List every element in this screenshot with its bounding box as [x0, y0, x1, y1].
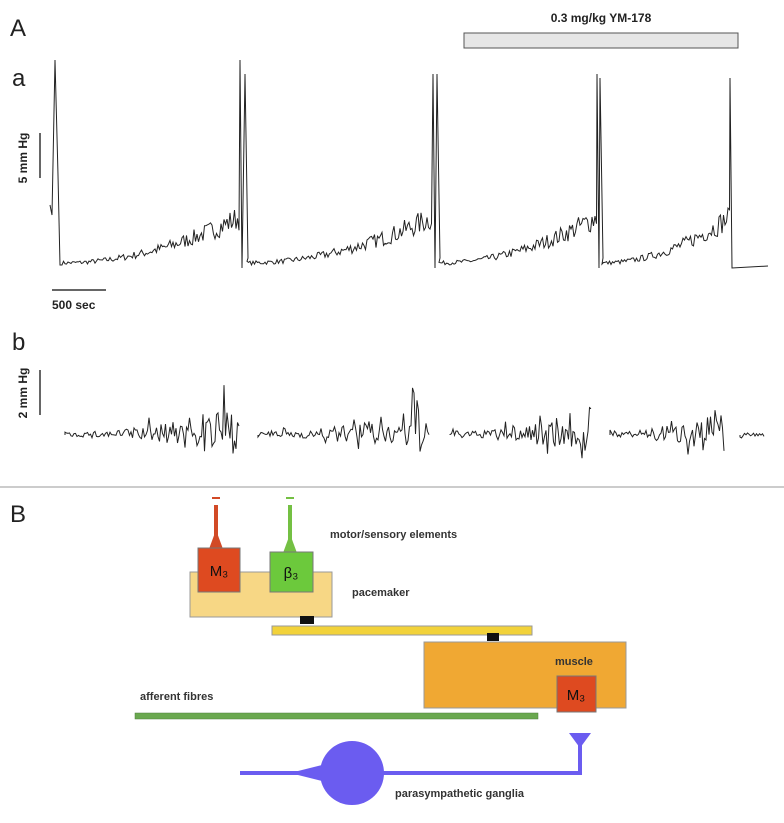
- afferent-label: afferent fibres: [140, 691, 213, 703]
- axon-taper: [290, 765, 322, 781]
- x-scale-label: 500 sec: [52, 298, 96, 312]
- ganglia-label: parasympathetic ganglia: [395, 788, 525, 800]
- subpanel-label: b: [12, 329, 25, 356]
- panel-label: A: [10, 15, 26, 42]
- m3-receptor: [556, 675, 597, 713]
- m3-label: M₃: [210, 563, 229, 580]
- m3-receptor: [197, 547, 241, 593]
- subpanel-label: a: [12, 65, 26, 92]
- axon-terminal: [569, 733, 591, 748]
- motor-sensory-label: motor/sensory elements: [330, 529, 457, 541]
- y-scale-label: 5 mm Hg: [16, 133, 30, 184]
- treatment-bar: [463, 32, 739, 49]
- beta3-label: β₃: [284, 565, 299, 582]
- treatment-label: 0.3 mg/kg YM-178: [551, 11, 652, 25]
- beta3-receptor: [269, 551, 314, 593]
- y-scale-label: 2 mm Hg: [16, 368, 30, 419]
- trace-b: [64, 385, 240, 454]
- trace-b: [609, 410, 725, 455]
- junction: [487, 633, 499, 641]
- trace-b: [257, 387, 430, 452]
- pacemaker-label: pacemaker: [352, 587, 410, 599]
- interstitial-cell: [271, 625, 533, 636]
- ganglion: [320, 741, 384, 805]
- panel-label: B: [10, 501, 26, 528]
- trace-b: [739, 432, 765, 439]
- trace-a: [49, 59, 769, 269]
- afferent-fibre: [134, 712, 539, 720]
- muscle-label: muscle: [555, 656, 593, 668]
- trace-b: [449, 406, 592, 459]
- traces: [49, 59, 769, 459]
- junction: [300, 616, 314, 624]
- axon: [382, 738, 582, 775]
- terminal: [209, 530, 223, 549]
- m3-label: M₃: [567, 687, 586, 704]
- terminal: [283, 534, 297, 553]
